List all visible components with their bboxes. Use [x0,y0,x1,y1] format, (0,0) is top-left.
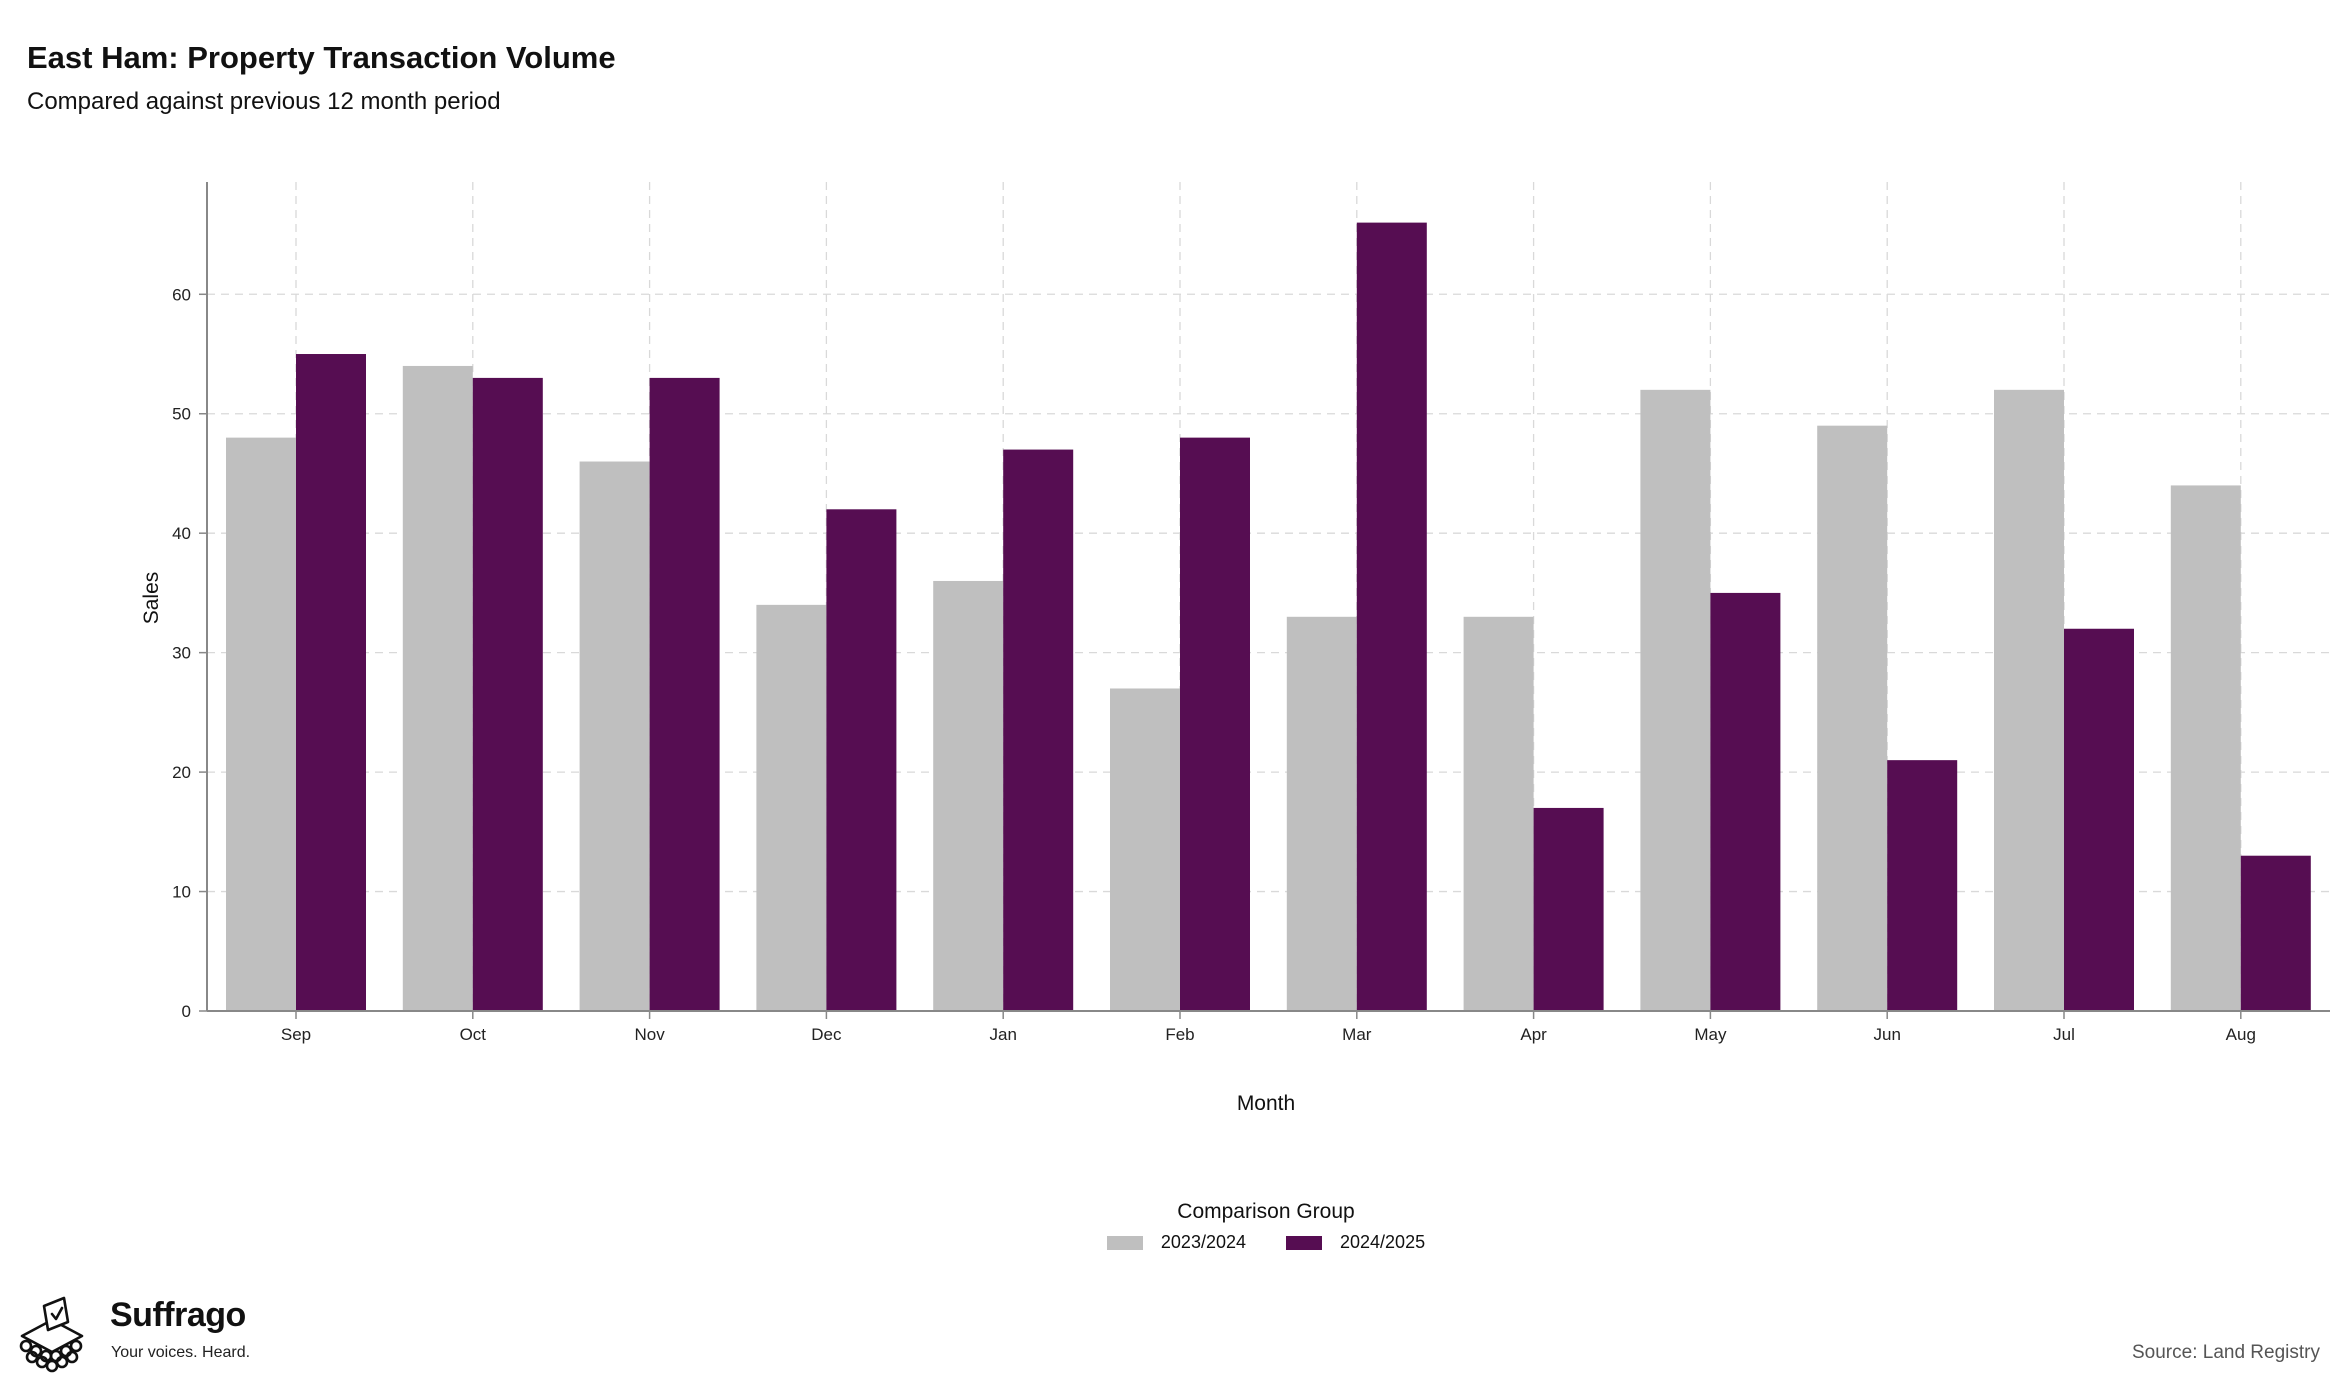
bars [226,222,2311,1012]
y-tick-label: 0 [182,1002,191,1021]
bar-2023-2024-aug [2170,485,2241,1012]
x-tick-label-mar: Mar [1342,1025,1372,1044]
x-tick-label-jul: Jul [2053,1025,2075,1044]
legend-label-2024-2025: 2024/2025 [1340,1232,1426,1252]
legend-item-2024-2025: 2024/2025 [1286,1232,1425,1253]
x-tick-label-feb: Feb [1165,1025,1194,1044]
bar-2023-2024-sep [226,437,296,1011]
bar-2024-2025-mar [1356,222,1427,1011]
bar-2023-2024-may [1640,389,1711,1011]
x-axis-title: Month [1237,1092,1295,1115]
brand-tagline: Your voices. Heard. [111,1344,251,1361]
bar-2024-2025-oct [472,377,543,1012]
x-tick-label-oct: Oct [460,1025,487,1044]
brand-logo: Suffrago Your voices. Heard. [14,1294,274,1374]
bar-2023-2024-nov [579,461,650,1011]
tick-labels: 0 10 20 30 40 50 60 Sep Oct Nov Dec Jan Feb Mar Apr May… [172,285,2256,1044]
bar-2023-2024-jan [933,580,1004,1011]
x-tick-label-jun: Jun [1873,1025,1900,1044]
x-tick-label-aug: Aug [2226,1025,2256,1044]
bar-2023-2024-jun [1817,425,1888,1011]
bar-2024-2025-nov [649,377,720,1012]
bar-2023-2024-dec [756,604,827,1011]
bar-2024-2025-dec [826,509,897,1011]
brand-name: Suffrago [110,1296,246,1334]
legend: Comparison Group 2023/2024 2024/2025 [1096,1200,1436,1253]
y-tick-label: 40 [172,524,191,543]
bar-2024-2025-apr [1533,807,1604,1011]
source-note: Source: Land Registry [2132,1342,2320,1363]
bar-2024-2025-sep [296,354,366,1011]
legend-items: 2023/2024 2024/2025 [1096,1232,1436,1253]
bar-2023-2024-mar [1286,616,1357,1011]
y-tick-label: 30 [172,644,191,663]
x-tick-label-sep: Sep [281,1025,311,1044]
x-tick-label-jan: Jan [989,1025,1016,1044]
bar-2024-2025-aug [2240,855,2311,1011]
bar-2023-2024-feb [1110,688,1180,1011]
x-tick-label-may: May [1694,1025,1727,1044]
legend-label-2023-2024: 2023/2024 [1160,1232,1246,1252]
bar-2023-2024-apr [1463,616,1534,1011]
x-tick-label-apr: Apr [1520,1025,1547,1044]
bar-2024-2025-jul [2064,628,2134,1011]
bar-2023-2024-oct [402,365,473,1011]
legend-swatch-2023-2024 [1106,1235,1143,1250]
ballot-box-icon [19,1296,84,1373]
chart-title: East Ham: Property Transaction Volume [27,40,616,75]
bar-2024-2025-jun [1887,760,1958,1011]
chart-subtitle: Compared against previous 12 month perio… [27,88,501,115]
y-axis-title: Sales [140,572,163,625]
y-tick-label: 20 [172,763,191,782]
x-tick-label-nov: Nov [634,1025,665,1044]
bar-2024-2025-feb [1180,437,1250,1011]
x-tick-label-dec: Dec [811,1025,842,1044]
bar-2024-2025-jan [1003,449,1074,1011]
bar-2024-2025-may [1710,592,1781,1011]
y-tick-label: 60 [172,285,191,304]
bar-2023-2024-jul [1994,389,2064,1011]
legend-swatch-2024-2025 [1286,1235,1322,1250]
y-tick-label: 50 [172,405,191,424]
legend-title: Comparison Group [1177,1200,1355,1223]
axes [199,182,2330,1019]
legend-item-2023-2024: 2023/2024 [1106,1232,1246,1253]
y-tick-label: 10 [172,883,191,902]
